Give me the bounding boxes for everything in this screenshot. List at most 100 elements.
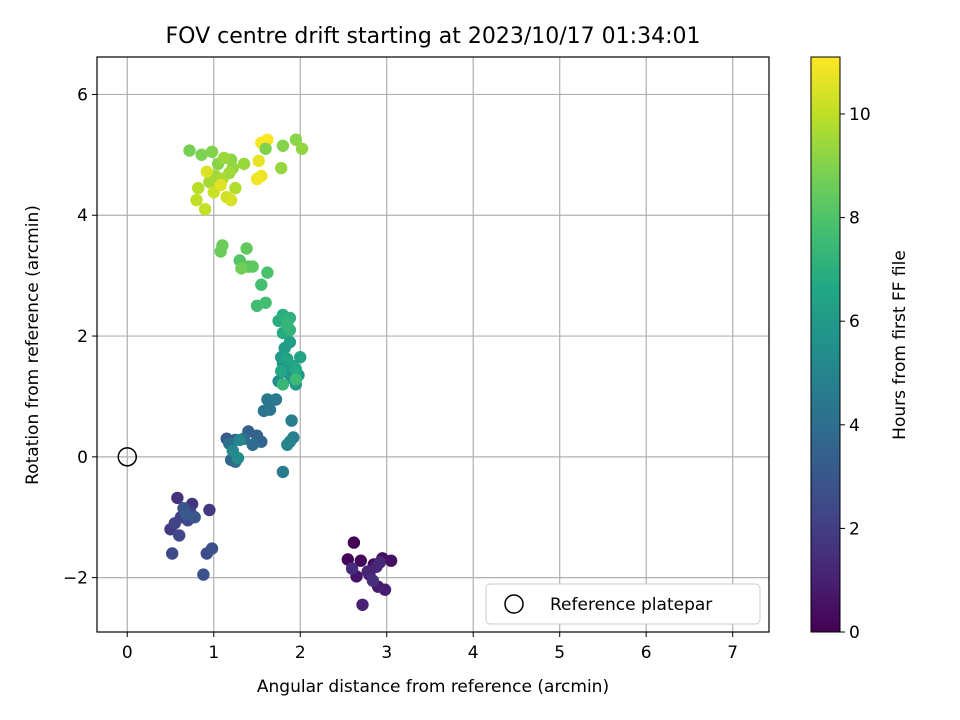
data-point — [366, 574, 380, 587]
data-point — [246, 438, 259, 451]
y-tick-label: −2 — [63, 569, 88, 589]
data-point — [281, 438, 294, 451]
data-point — [356, 598, 369, 611]
data-point — [183, 144, 196, 157]
legend-entry: Reference platepar — [550, 595, 712, 615]
reference-marker — [117, 447, 138, 467]
colorbar-ticks: 0 2 4 6 8 10 — [840, 105, 871, 643]
x-tick-label: 7 — [727, 643, 738, 663]
data-point — [259, 142, 272, 155]
data-point — [276, 139, 290, 152]
data-point — [216, 239, 229, 252]
data-point — [229, 181, 242, 195]
data-point — [171, 491, 184, 505]
x-tick-label: 3 — [381, 643, 392, 663]
data-point — [373, 556, 386, 569]
data-points — [164, 133, 398, 611]
data-point — [195, 148, 208, 161]
chart-title: FOV centre drift starting at 2023/10/17 … — [166, 24, 701, 49]
colorbar-tick-label: 4 — [849, 416, 860, 436]
data-point — [281, 352, 294, 366]
data-point — [231, 451, 245, 465]
colorbar-gradient — [810, 56, 841, 633]
data-point — [240, 242, 253, 255]
data-point — [250, 172, 264, 186]
data-point — [192, 181, 205, 195]
data-point — [263, 403, 277, 416]
data-point — [294, 351, 307, 364]
y-axis-label: Rotation from reference (arcmin) — [23, 205, 43, 485]
reference-point — [117, 447, 138, 467]
y-axis-ticks: −2 0 2 4 6 — [63, 85, 97, 589]
data-point — [276, 465, 290, 479]
data-point — [223, 166, 236, 180]
data-point — [275, 161, 288, 175]
data-point — [354, 554, 367, 567]
data-point — [289, 133, 303, 146]
colorbar: 0 2 4 6 8 10 Hours from first FF file — [810, 56, 910, 643]
colorbar-tick-label: 6 — [849, 312, 860, 332]
data-point — [200, 165, 213, 178]
data-point — [269, 393, 283, 406]
grid-lines — [97, 57, 769, 632]
data-point — [276, 378, 290, 391]
x-axis-label: Angular distance from reference (arcmin) — [257, 677, 609, 697]
x-tick-label: 1 — [208, 643, 219, 663]
data-point — [384, 554, 398, 567]
colorbar-tick-label: 8 — [849, 209, 860, 229]
y-tick-label: 4 — [77, 206, 88, 226]
data-point — [198, 203, 212, 216]
x-axis-ticks: 0 1 2 3 4 5 6 7 — [122, 632, 738, 663]
data-point — [173, 529, 186, 542]
data-point — [289, 363, 303, 376]
legend-marker — [504, 594, 524, 614]
data-point — [197, 568, 210, 581]
data-point — [255, 278, 268, 291]
data-point — [217, 151, 231, 165]
data-point — [246, 260, 259, 273]
data-point — [235, 262, 248, 275]
colorbar-tick-label: 10 — [849, 105, 871, 125]
data-point — [285, 414, 298, 427]
x-tick-label: 0 — [122, 643, 133, 663]
data-point — [203, 175, 216, 189]
data-point — [179, 508, 193, 521]
data-point — [214, 178, 227, 192]
x-tick-label: 5 — [554, 643, 565, 663]
data-point — [261, 266, 274, 279]
colorbar-label: Hours from first FF file — [890, 250, 910, 440]
data-point — [203, 503, 216, 517]
colorbar-tick-label: 0 — [849, 623, 860, 643]
data-point — [345, 562, 359, 575]
y-tick-label: 2 — [77, 327, 88, 347]
data-point — [205, 542, 219, 555]
plot-frame — [96, 56, 770, 633]
data-point — [283, 335, 297, 349]
x-tick-label: 6 — [641, 643, 652, 663]
data-point — [190, 193, 203, 207]
data-point — [281, 317, 294, 331]
data-point — [378, 583, 392, 596]
legend-box — [485, 583, 761, 625]
y-tick-label: 6 — [77, 85, 88, 105]
data-point — [252, 154, 265, 168]
data-point — [166, 547, 179, 560]
x-tick-label: 2 — [295, 643, 306, 663]
data-point — [295, 142, 309, 155]
data-point — [233, 433, 246, 447]
colorbar-tick-label: 2 — [849, 519, 860, 539]
data-point — [224, 193, 238, 207]
data-point — [259, 296, 272, 309]
y-tick-label: 0 — [77, 448, 88, 468]
data-point — [205, 145, 219, 158]
x-tick-label: 4 — [468, 643, 479, 663]
data-point — [361, 565, 374, 578]
data-point — [275, 364, 288, 378]
data-point — [168, 517, 181, 530]
data-point — [289, 373, 303, 386]
legend: Reference platepar — [485, 583, 761, 625]
data-point — [237, 157, 251, 171]
data-point — [347, 536, 361, 549]
data-point — [261, 393, 274, 406]
